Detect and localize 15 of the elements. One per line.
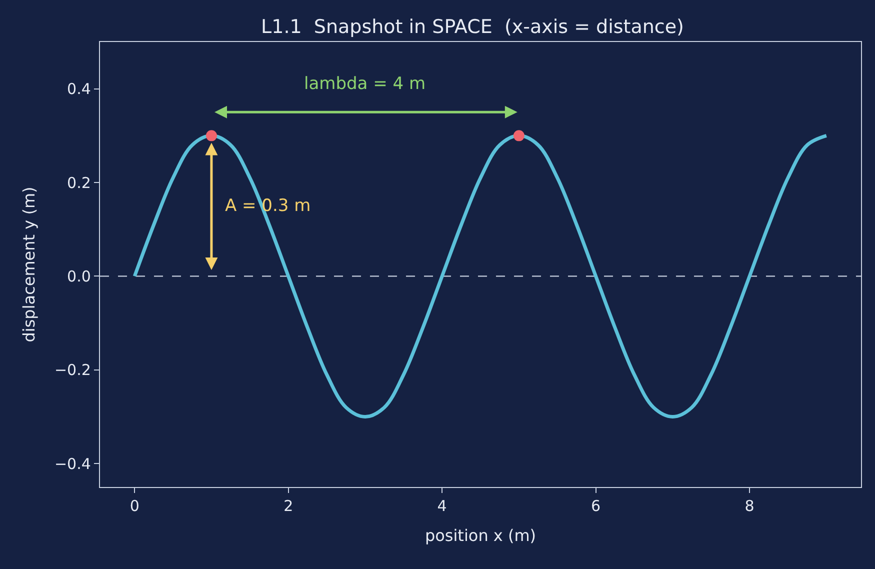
y-tick-label: 0.4	[67, 80, 91, 98]
annotation: A = 0.3 m	[225, 196, 311, 216]
y-tick-label: −0.2	[54, 361, 91, 380]
x-tick-label: 0	[130, 497, 140, 516]
x-tick-label: 2	[284, 497, 294, 516]
y-axis-title: displacement y (m)	[19, 186, 38, 342]
y-tick-label: 0.2	[67, 174, 91, 192]
annotation: lambda = 4 m	[304, 74, 426, 94]
x-tick-label: 6	[591, 497, 601, 516]
y-tick-label: −0.4	[54, 454, 91, 473]
x-axis-title: position x (m)	[424, 526, 536, 545]
chart-title: L1.1 Snapshot in SPACE (x-axis = distance)	[261, 16, 684, 38]
x-tick-label: 4	[437, 497, 447, 516]
y-tick-label: 0.0	[67, 267, 91, 286]
x-tick-label: 8	[744, 497, 754, 516]
